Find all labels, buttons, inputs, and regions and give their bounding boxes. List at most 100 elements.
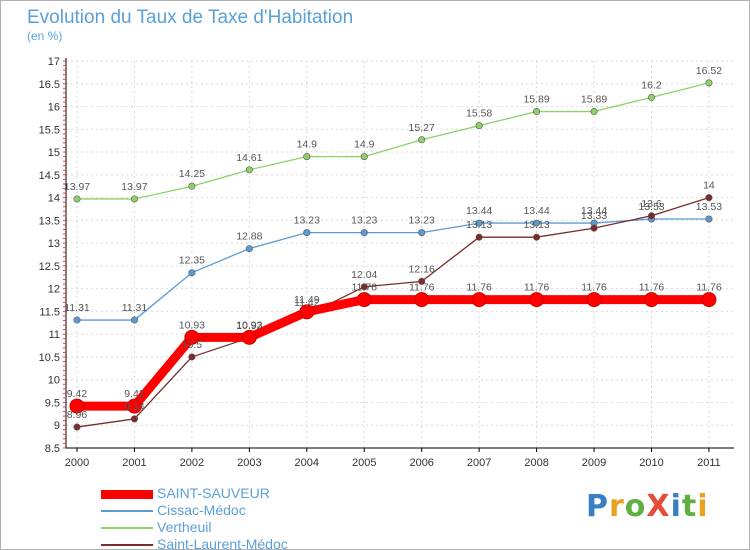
data-label-3: 13.33 — [581, 210, 607, 222]
x-tick-label: 2009 — [582, 457, 606, 469]
series-point-2 — [73, 195, 81, 203]
y-tick-label: 9 — [54, 420, 60, 432]
series-point-1 — [360, 229, 368, 237]
series-point-0 — [69, 398, 85, 414]
x-tick-label: 2007 — [467, 457, 491, 469]
x-tick-label: 2008 — [524, 457, 548, 469]
y-tick-label: 15.5 — [39, 124, 60, 136]
series-point-1 — [418, 229, 426, 237]
series-point-1 — [303, 229, 311, 237]
data-label-0: 11.76 — [352, 282, 378, 294]
x-tick-label: 2010 — [639, 457, 663, 469]
data-label-2: 13.97 — [64, 181, 90, 193]
series-point-2 — [647, 93, 655, 101]
y-tick-label: 16.5 — [39, 79, 60, 91]
data-label-2: 13.97 — [121, 181, 147, 193]
data-label-3: 13.13 — [523, 219, 549, 231]
data-label-2: 15.58 — [466, 108, 492, 120]
series-point-0 — [299, 304, 315, 320]
logo-letter: i — [670, 489, 682, 524]
data-label-1: 13.23 — [294, 215, 320, 227]
series-point-2 — [360, 153, 368, 161]
series-point-1 — [73, 316, 81, 324]
series-point-0 — [184, 329, 200, 345]
x-tick-label: 2003 — [237, 457, 261, 469]
legend-label: Cissac-Médoc — [157, 502, 246, 518]
data-label-2: 14.61 — [236, 152, 262, 164]
data-label-3: 14 — [703, 180, 715, 192]
data-label-1: 13.23 — [351, 215, 377, 227]
y-axis-unit-label: (en %) — [27, 29, 63, 43]
logo-letter: r — [609, 489, 625, 524]
data-label-2: 15.89 — [523, 94, 549, 106]
series-point-0 — [701, 292, 717, 308]
series-point-0 — [471, 292, 487, 308]
series-point-0 — [586, 292, 602, 308]
series-point-3 — [130, 415, 138, 423]
data-label-0: 9.42 — [67, 388, 88, 400]
y-tick-label: 17 — [48, 56, 60, 68]
logo-letter: o — [624, 489, 647, 524]
series-point-3 — [705, 194, 713, 202]
series-point-3 — [533, 233, 541, 241]
series-point-3 — [647, 212, 655, 220]
legend-item: Vertheuil — [101, 519, 361, 536]
data-label-0: 9.42 — [124, 388, 145, 400]
series-line-0 — [77, 295, 709, 411]
series-point-3 — [475, 233, 483, 241]
series-point-0 — [356, 292, 372, 308]
y-tick-label: 12 — [48, 284, 60, 296]
y-tick-label: 16 — [48, 102, 60, 114]
y-tick-label: 8.5 — [45, 443, 60, 455]
legend-swatch — [101, 527, 153, 529]
data-label-1: 13.53 — [696, 201, 722, 213]
series-point-0 — [644, 292, 659, 308]
logo-letter: X — [646, 489, 671, 524]
series-point-0 — [529, 292, 545, 308]
data-label-1: 13.44 — [523, 205, 549, 217]
legend: SAINT-SAUVEUR Cissac-Médoc Vertheuil Saint-… — [101, 485, 361, 549]
x-tick-label: 2011 — [697, 457, 721, 469]
series-line-2 — [77, 82, 710, 200]
data-label-0: 10.93 — [179, 319, 205, 331]
data-label-0: 11.76 — [639, 282, 665, 294]
data-label-0: 11.76 — [466, 282, 492, 294]
data-label-1: 12.88 — [236, 231, 262, 243]
logo-letter: t — [681, 489, 698, 524]
data-label-2: 15.27 — [409, 122, 435, 134]
data-label-3: 8.96 — [67, 409, 88, 421]
proxiti-logo: ProXiti — [586, 489, 709, 524]
legend-item: SAINT-SAUVEUR — [101, 485, 361, 502]
data-label-2: 16.52 — [696, 65, 722, 77]
series-point-1 — [475, 219, 483, 227]
data-label-3: 9.14 — [124, 401, 145, 413]
series-point-1 — [130, 316, 138, 324]
data-label-1: 11.31 — [64, 302, 90, 314]
y-tick-label: 15 — [48, 147, 60, 159]
y-tick-label: 10 — [48, 375, 60, 387]
y-tick-label: 10.5 — [39, 352, 60, 364]
x-tick-label: 2002 — [180, 457, 204, 469]
y-tick-label: 13.5 — [39, 215, 60, 227]
x-tick-label: 2004 — [295, 457, 319, 469]
legend-swatch — [101, 544, 153, 546]
data-label-2: 16.2 — [641, 79, 662, 91]
legend-label: SAINT-SAUVEUR — [157, 485, 270, 501]
series-point-3 — [360, 283, 368, 291]
legend-swatch — [101, 490, 153, 499]
data-label-3: 13.13 — [466, 219, 492, 231]
y-tick-label: 12.5 — [39, 261, 60, 273]
series-point-1 — [533, 219, 541, 227]
series-point-0 — [241, 329, 257, 345]
series-point-3 — [188, 353, 196, 361]
series-point-1 — [705, 215, 713, 223]
series-point-2 — [418, 136, 426, 144]
series-line-3 — [76, 196, 710, 428]
data-label-3: 10.92 — [236, 320, 262, 332]
series-point-2 — [705, 79, 713, 87]
y-tick-label: 11 — [49, 329, 60, 341]
series-point-2 — [130, 195, 138, 203]
series-point-2 — [245, 166, 253, 174]
